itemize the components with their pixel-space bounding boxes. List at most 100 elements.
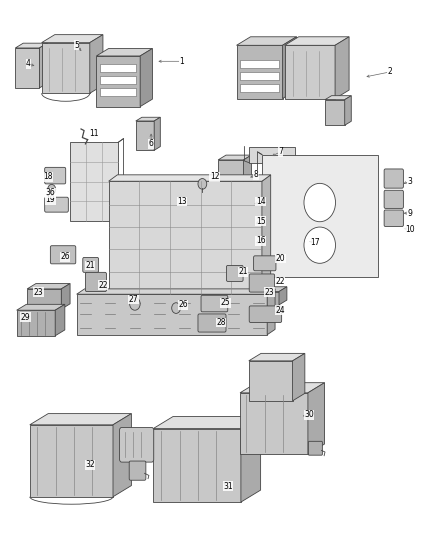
Polygon shape: [27, 284, 70, 289]
Text: 23: 23: [34, 288, 43, 296]
Text: 32: 32: [85, 461, 95, 469]
Polygon shape: [27, 289, 61, 309]
Text: 29: 29: [21, 313, 30, 321]
Polygon shape: [293, 353, 305, 401]
Circle shape: [172, 303, 180, 313]
Polygon shape: [240, 393, 308, 454]
Polygon shape: [109, 181, 262, 294]
Polygon shape: [285, 45, 335, 99]
Bar: [100, 76, 136, 84]
Text: 22: 22: [98, 281, 108, 289]
FancyBboxPatch shape: [384, 210, 403, 227]
Text: 7: 7: [278, 148, 283, 156]
Polygon shape: [90, 35, 103, 93]
Polygon shape: [249, 353, 305, 361]
Text: 26: 26: [60, 253, 70, 261]
FancyBboxPatch shape: [226, 265, 243, 281]
Polygon shape: [240, 383, 325, 393]
Polygon shape: [153, 417, 261, 429]
Polygon shape: [42, 35, 103, 43]
FancyBboxPatch shape: [249, 306, 282, 322]
Polygon shape: [218, 160, 244, 193]
Polygon shape: [96, 49, 152, 56]
Text: 5: 5: [74, 41, 79, 50]
FancyBboxPatch shape: [83, 257, 99, 272]
Polygon shape: [39, 43, 47, 88]
Bar: [262, 155, 378, 277]
Polygon shape: [241, 417, 261, 502]
Circle shape: [130, 297, 140, 310]
Text: 19: 19: [46, 196, 55, 204]
Polygon shape: [61, 284, 70, 309]
Text: 4: 4: [26, 60, 31, 68]
FancyBboxPatch shape: [50, 246, 76, 264]
Bar: [240, 60, 279, 68]
Bar: [249, 147, 295, 163]
Polygon shape: [55, 304, 65, 336]
FancyBboxPatch shape: [45, 197, 68, 212]
Polygon shape: [77, 294, 267, 335]
Polygon shape: [15, 43, 47, 48]
Polygon shape: [251, 292, 279, 305]
Polygon shape: [136, 117, 160, 121]
Text: 14: 14: [256, 197, 265, 206]
Polygon shape: [325, 100, 345, 125]
Text: 18: 18: [43, 173, 53, 181]
Bar: [70, 142, 118, 221]
Polygon shape: [308, 383, 325, 454]
Polygon shape: [244, 155, 251, 193]
Polygon shape: [267, 289, 275, 335]
Polygon shape: [335, 37, 349, 99]
Polygon shape: [249, 361, 293, 401]
Polygon shape: [153, 429, 241, 502]
FancyBboxPatch shape: [201, 295, 228, 312]
FancyBboxPatch shape: [249, 274, 275, 292]
Text: 9: 9: [407, 209, 412, 217]
Text: 27: 27: [129, 295, 138, 304]
FancyBboxPatch shape: [198, 314, 226, 332]
Bar: [240, 84, 279, 92]
Text: 6: 6: [148, 140, 154, 148]
Ellipse shape: [304, 227, 336, 263]
FancyBboxPatch shape: [308, 441, 322, 455]
Polygon shape: [30, 425, 113, 497]
Text: 24: 24: [276, 306, 285, 314]
Text: 15: 15: [256, 217, 265, 225]
Text: 2: 2: [388, 68, 392, 76]
Bar: [100, 88, 136, 96]
Polygon shape: [17, 304, 65, 310]
Polygon shape: [218, 155, 251, 160]
Text: 26: 26: [178, 301, 188, 309]
FancyBboxPatch shape: [85, 272, 106, 292]
Text: 21: 21: [238, 268, 248, 276]
Text: 11: 11: [89, 129, 99, 138]
Polygon shape: [17, 310, 55, 336]
Polygon shape: [42, 43, 90, 93]
Polygon shape: [136, 121, 154, 150]
Polygon shape: [15, 48, 39, 88]
Polygon shape: [237, 37, 297, 45]
Text: 12: 12: [210, 173, 219, 181]
Polygon shape: [96, 56, 140, 107]
Polygon shape: [77, 289, 275, 294]
Text: 36: 36: [46, 189, 55, 197]
FancyBboxPatch shape: [384, 190, 403, 208]
Polygon shape: [279, 287, 287, 305]
FancyBboxPatch shape: [45, 167, 66, 184]
Polygon shape: [109, 175, 271, 181]
Text: 10: 10: [405, 225, 414, 233]
Ellipse shape: [304, 183, 336, 222]
Polygon shape: [262, 175, 271, 294]
Polygon shape: [251, 287, 287, 292]
Polygon shape: [283, 37, 297, 99]
Text: 20: 20: [276, 254, 285, 263]
Text: 31: 31: [223, 482, 233, 490]
Polygon shape: [345, 96, 351, 125]
FancyBboxPatch shape: [129, 461, 146, 480]
Text: 30: 30: [304, 410, 314, 419]
Text: 13: 13: [177, 197, 187, 206]
FancyBboxPatch shape: [384, 169, 403, 188]
Polygon shape: [30, 414, 131, 425]
Text: 1: 1: [180, 57, 184, 66]
Text: 23: 23: [265, 288, 274, 296]
